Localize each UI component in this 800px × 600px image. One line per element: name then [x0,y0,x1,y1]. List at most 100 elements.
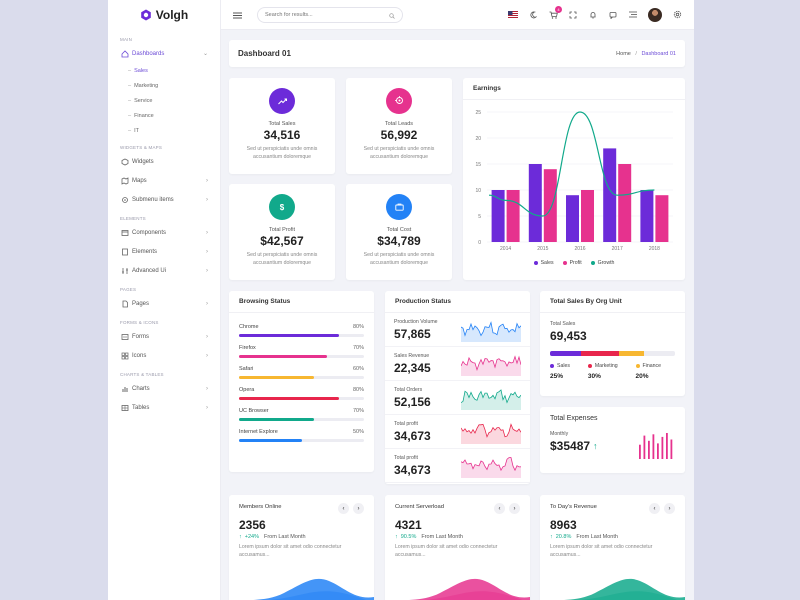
sidebar-item-advanced-ui[interactable]: Advanced Ui › [108,261,220,280]
chevron-right-icon: › [206,196,208,203]
sidebar-sub-sales[interactable]: – Sales [128,67,148,74]
stat-value: 56,992 [380,128,418,142]
browser-name: Firefox [239,345,256,351]
production-label: Total profit [394,420,418,427]
browser-progress [239,355,364,358]
org-unit-name: Marketing [594,363,618,369]
prev-arrow-icon[interactable]: ‹ [649,503,660,514]
sidebar-item-submenu[interactable]: Submenu items › [108,190,220,209]
bottom-card-2: To Day's Revenue ‹ › 8963 ↑ 20.8% From Last Mo… [540,495,685,600]
stat-card-total-sales: Total Sales 34,516 Sed ut perspiciatis u… [229,78,335,174]
org-unit: Finance 20% [635,363,661,380]
stat-card-total-leads: Total Leads 56,992 Sed ut perspiciatis u… [346,78,452,174]
search-input[interactable] [265,11,389,18]
next-arrow-icon[interactable]: › [509,503,520,514]
expenses-label: Monthly [550,431,569,437]
browser-row: UC Browser 70% [229,408,374,421]
browser-pct: 70% [352,408,364,414]
bottom-card-change-label: From Last Month [263,534,306,540]
production-row: Total profit 34,673 [385,415,530,449]
bottom-card-desc: Lorem ipsum dolor sit amet odio connecte… [550,544,653,558]
bottom-card-wave [253,578,374,600]
page-header: Dashboard 01 Home / Dashboard 01 [229,40,685,67]
legend-growth[interactable]: Growth [590,260,614,266]
bottom-card-change: 90.5% [400,534,417,540]
legend-profit[interactable]: Profit [562,260,582,266]
org-bar-segment [550,351,582,356]
prev-arrow-icon[interactable]: ‹ [494,503,505,514]
file-icon [120,299,129,308]
topbar: 4 [221,0,694,30]
search-icon[interactable] [389,6,395,24]
message-icon[interactable] [608,10,618,20]
chevron-down-icon: ⌄ [202,51,208,57]
sidebar-item-tables[interactable]: Tables › [108,398,220,417]
org-unit-card: Total Sales By Org Unit Total Sales 69,4… [540,291,685,396]
bar-chart-icon [120,384,129,393]
next-arrow-icon[interactable]: › [353,503,364,514]
bottom-card-wave [409,578,530,600]
list-icon[interactable] [628,10,638,20]
stat-desc: Sed ut perspiciatis unde omnis accusanti… [246,252,318,266]
breadcrumb-home[interactable]: Home [616,50,631,57]
fullscreen-icon[interactable] [568,10,578,20]
sidebar-item-components[interactable]: Components › [108,223,220,242]
us-flag-icon[interactable] [508,10,518,20]
production-label: Total Orders [394,386,423,393]
stat-value: $34,789 [377,234,421,248]
production-value: 34,673 [394,462,431,477]
y-tick-label: 15 [475,162,481,168]
avatar[interactable] [648,7,662,22]
bell-icon[interactable] [588,10,598,20]
bottom-card-value: 2356 [239,518,266,532]
dollar-icon: $ [279,202,285,212]
production-list: Production Volume 57,865 Sales Revenue 22,3… [385,313,530,483]
sidebar-item-maps[interactable]: Maps › [108,171,220,190]
chevron-right-icon: › [206,267,208,274]
browser-row: Firefox 70% [229,345,374,358]
brand-logo[interactable]: Volgh [108,0,220,30]
gear-icon[interactable] [672,10,682,20]
expense-bar [657,443,659,459]
settings-icon [120,195,129,204]
sidebar-item-icons[interactable]: Icons › [108,346,220,365]
sidebar-item-charts[interactable]: Charts › [108,379,220,398]
stat-desc: Sed ut perspiciatis unde omnis accusanti… [246,146,318,160]
next-arrow-icon[interactable]: › [664,503,675,514]
x-tick-label: 2015 [537,246,548,252]
legend-sales[interactable]: Sales [533,260,554,266]
sidebar-item-dashboards[interactable]: Dashboards ⌄ [108,44,220,63]
browser-name: Chrome [239,324,259,330]
sidebar-item-forms[interactable]: Forms › [108,327,220,346]
moon-icon[interactable] [528,10,538,20]
bottom-card-desc: Lorem ipsum dolor sit amet odio connecte… [395,544,498,558]
bottom-card-title: To Day's Revenue [550,504,597,510]
sidebar-sub-service[interactable]: – Service [128,97,153,104]
production-status-card: Production Status Production Volume 57,86… [385,291,530,484]
bottom-card-change-label: From Last Month [576,534,618,540]
sidebar-sub-it[interactable]: – IT [128,127,139,134]
home-icon [120,49,129,58]
production-label: Sales Revenue [394,352,430,359]
y-tick-label: 20 [475,136,481,142]
breadcrumb-separator: / [635,50,637,57]
sidebar-item-pages[interactable]: Pages › [108,294,220,313]
section-widgets: WIDGETS & MAPS [120,145,163,150]
page-title: Dashboard 01 [238,49,291,58]
cart-icon[interactable]: 4 [548,5,562,20]
org-value: 69,453 [550,329,587,343]
browser-pct: 60% [352,366,364,372]
menu-icon[interactable] [233,6,243,24]
chevron-right-icon: › [206,177,208,184]
sidebar-sub-finance[interactable]: – Finance [128,112,154,119]
search-box [257,6,403,24]
org-unit-pct: 30% [587,373,601,380]
sidebar-sub-marketing[interactable]: – Marketing [128,82,159,89]
sidebar-item-widgets[interactable]: Widgets [108,152,220,171]
logo-icon [140,9,151,21]
sidebar-item-elements[interactable]: Elements › [108,242,220,261]
production-sparkline [461,422,521,444]
expense-bar [643,435,646,459]
bottom-card-value: 8963 [550,518,577,532]
prev-arrow-icon[interactable]: ‹ [338,503,349,514]
